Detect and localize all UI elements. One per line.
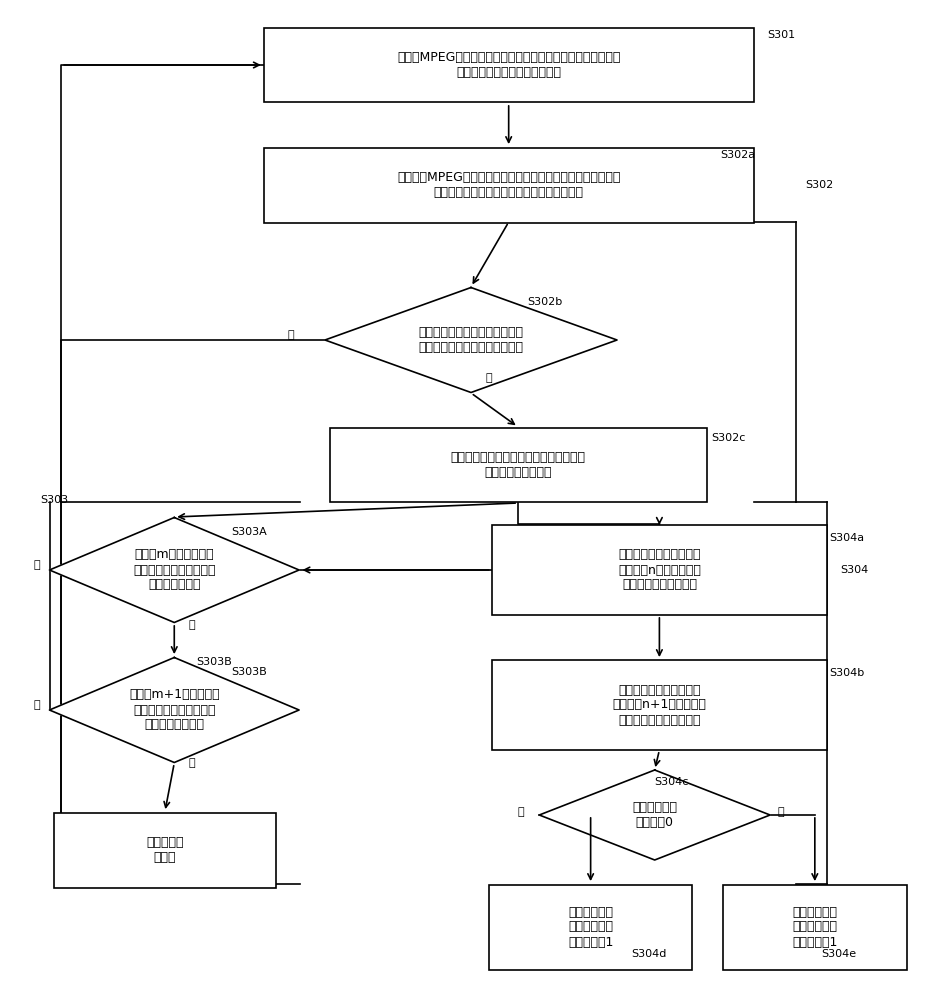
Text: 否: 否 — [34, 560, 41, 570]
Polygon shape — [49, 518, 299, 622]
Text: 获取下一MPEG帧范围内的码流在所述第一位置组中的第一校验
结果符合预设目标的位置点，记为固定位置组: 获取下一MPEG帧范围内的码流在所述第一位置组中的第一校验 结果符合预设目标的位… — [397, 171, 621, 199]
Text: S303: S303 — [41, 495, 69, 505]
Text: 确定是重复帧
码流，帧同步
计数器不加1: 确定是重复帧 码流，帧同步 计数器不加1 — [792, 906, 837, 948]
Text: 是: 是 — [188, 620, 195, 630]
Polygon shape — [539, 770, 770, 860]
FancyBboxPatch shape — [264, 27, 754, 102]
Polygon shape — [49, 658, 299, 762]
Text: S303B: S303B — [196, 657, 232, 667]
Text: S302c: S302c — [711, 433, 745, 443]
Text: 通过帧特征提取电路检测
，获得第n+1个码流在固
定位置点的第二校验结果: 通过帧特征提取电路检测 ，获得第n+1个码流在固 定位置点的第二校验结果 — [612, 684, 706, 726]
FancyBboxPatch shape — [264, 148, 754, 223]
Text: 否: 否 — [517, 807, 524, 817]
Text: 判断第m+1个码流在固
定位置点的第一校验结果
是否符合预设目标: 判断第m+1个码流在固 定位置点的第一校验结果 是否符合预设目标 — [129, 688, 219, 732]
Text: S301: S301 — [768, 30, 796, 40]
Text: 是: 是 — [485, 373, 492, 383]
FancyBboxPatch shape — [54, 812, 275, 888]
FancyBboxPatch shape — [490, 885, 691, 970]
Text: 通过帧特征提取电路检测
，获得第n个码流在固定
位置点的第二校验结果: 通过帧特征提取电路检测 ，获得第n个码流在固定 位置点的第二校验结果 — [618, 548, 701, 591]
Text: S302: S302 — [805, 180, 834, 190]
Text: S303B: S303B — [231, 667, 267, 677]
Text: 确定不是重复
帧码流，帧同
步计数器加1: 确定不是重复 帧码流，帧同 步计数器加1 — [568, 906, 613, 948]
Text: 是: 是 — [777, 807, 784, 817]
Text: S302b: S302b — [528, 297, 562, 307]
Text: 判断第m个码流在固定
位置点的第一校验结果是
否符合预设目标: 判断第m个码流在固定 位置点的第一校验结果是 否符合预设目标 — [133, 548, 216, 591]
FancyBboxPatch shape — [492, 660, 826, 750]
FancyBboxPatch shape — [330, 428, 706, 502]
Text: S304e: S304e — [821, 949, 856, 959]
Text: 继续判断后
续码流: 继续判断后 续码流 — [146, 836, 184, 864]
Text: 否: 否 — [34, 700, 41, 710]
Text: S304c: S304c — [655, 777, 689, 787]
Text: 判断第一差值
是否等于0: 判断第一差值 是否等于0 — [632, 801, 677, 829]
Polygon shape — [325, 288, 617, 392]
Text: 否: 否 — [287, 330, 294, 340]
Text: S304: S304 — [840, 565, 869, 575]
Text: 判断在第一位置组中是否有第一
校验结果符合预设目标的位置点: 判断在第一位置组中是否有第一 校验结果符合预设目标的位置点 — [418, 326, 524, 354]
Text: S304a: S304a — [829, 533, 864, 543]
FancyBboxPatch shape — [492, 525, 826, 615]
Text: 记为固定位置组，固定位置组中第一个位
置点记为固定位置点: 记为固定位置组，固定位置组中第一个位 置点记为固定位置点 — [450, 451, 586, 479]
Text: S303A: S303A — [231, 527, 267, 537]
Text: S304b: S304b — [829, 668, 864, 678]
Text: 获取一MPEG帧范围内的码流的第一校验结果符合预设目标的至
少两个位置点，记为第一位置组: 获取一MPEG帧范围内的码流的第一校验结果符合预设目标的至 少两个位置点，记为第… — [397, 51, 621, 79]
Text: S304d: S304d — [631, 949, 667, 959]
FancyBboxPatch shape — [723, 885, 906, 970]
Text: 是: 是 — [188, 758, 195, 768]
Text: S302a: S302a — [721, 150, 755, 160]
